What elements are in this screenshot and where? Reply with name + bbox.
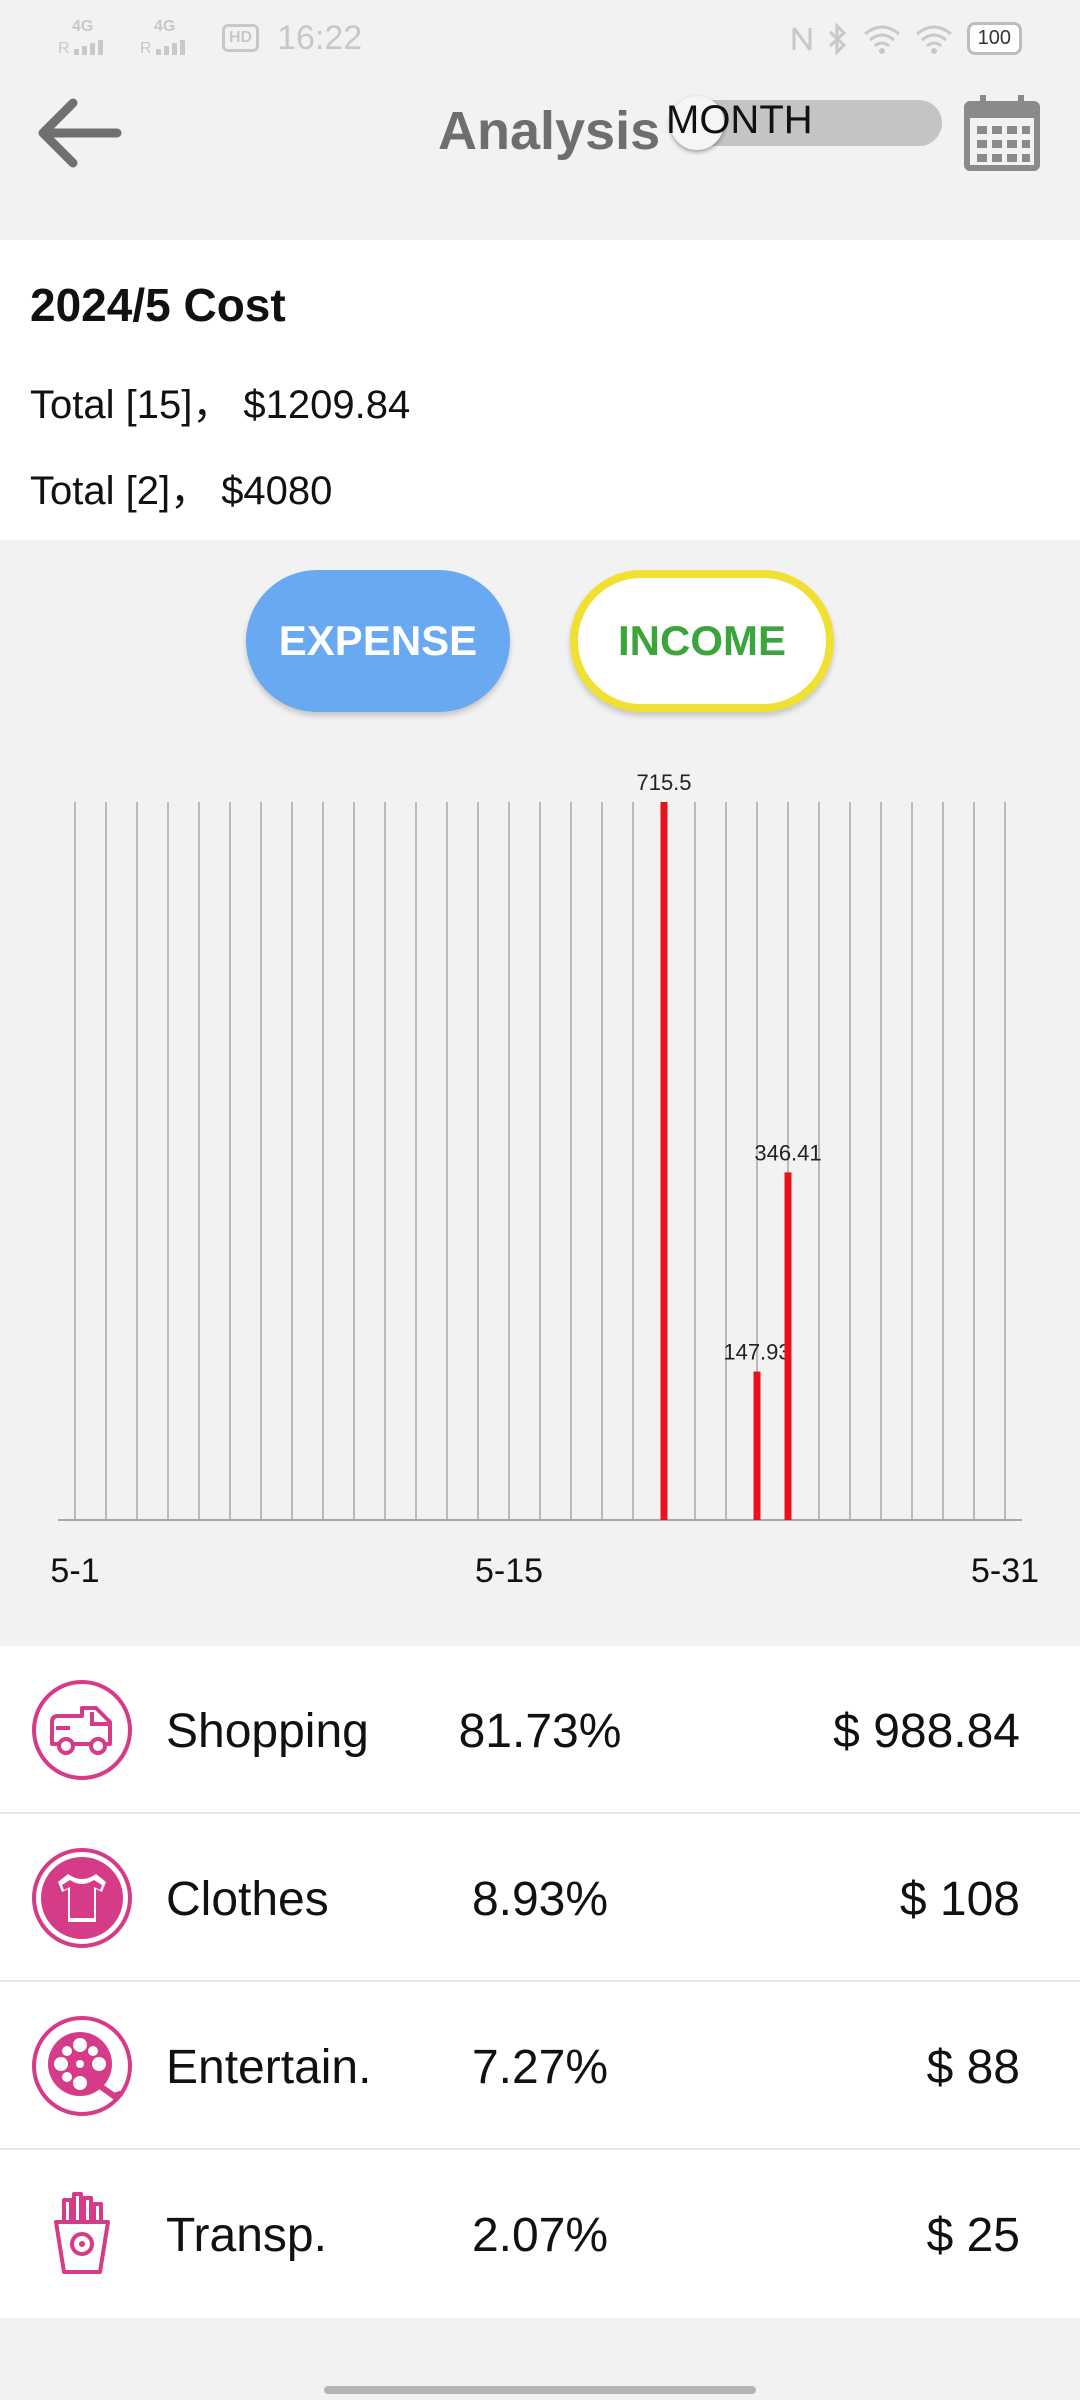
list-item[interactable]: Clothes 8.93% $ 108 (0, 1814, 1080, 1982)
expense-button[interactable]: EXPENSE (246, 570, 510, 712)
delivery-truck-icon (30, 1678, 134, 1782)
daily-bar-chart: 715.5 147.93 346.41 5-1 5-15 5-31 (0, 740, 1080, 1620)
category-name: Clothes (166, 1873, 329, 1926)
x-tick-label: 5-15 (474, 1552, 544, 1590)
page-title: Analysis (438, 101, 661, 161)
category-amount: $ 988.84 (833, 1705, 1020, 1758)
status-bar: 4G R 4G R HD 16:22 100 (0, 0, 1080, 80)
chart-bar (784, 1172, 792, 1520)
chart-bar (753, 1371, 761, 1520)
signal-icon-2: 4G R (140, 18, 210, 58)
category-amount: $ 88 (926, 2041, 1020, 2094)
list-item[interactable]: Entertain. 7.27% $ 88 (0, 1982, 1080, 2150)
category-percent: 2.07% (471, 2209, 609, 2262)
category-name: Transp. (166, 2209, 327, 2262)
list-item[interactable]: Shopping 81.73% $ 988.84 (0, 1646, 1080, 1814)
summary-panel: 2024/5 Cost Total [15]， $1209.84 Total [… (0, 240, 1080, 540)
category-percent: 81.73% (458, 1705, 622, 1758)
signal-icon: 4G R (58, 18, 128, 58)
income-button[interactable]: INCOME (570, 570, 834, 712)
x-tick-label: 5-31 (970, 1552, 1040, 1590)
bar-value-label: 147.93 (723, 1340, 790, 1365)
bar-value-label: 715.5 (636, 770, 691, 795)
status-time: 16:22 (277, 18, 363, 57)
income-total: Total [2]， $4080 (30, 469, 333, 513)
category-percent: 8.93% (471, 1873, 609, 1926)
expense-total: Total [15]， $1209.84 (30, 383, 411, 427)
category-percent: 7.27% (471, 2041, 609, 2094)
calendar-icon (964, 95, 1040, 171)
category-amount: $ 25 (926, 2209, 1020, 2262)
category-name: Entertain. (166, 2041, 372, 2094)
battery-indicator: 100 (966, 22, 1022, 55)
nfc-icon (792, 26, 812, 51)
film-reel-icon (30, 2014, 134, 2118)
summary-title: 2024/5 Cost (30, 279, 286, 331)
fries-icon (30, 2182, 134, 2286)
tshirt-icon (30, 1846, 134, 1950)
list-item[interactable]: Transp. 2.07% $ 25 (0, 2150, 1080, 2318)
bluetooth-icon (828, 22, 846, 55)
toggle-knob[interactable] (670, 96, 724, 150)
chart-bar (660, 802, 668, 1520)
bar-value-label: 346.41 (754, 1140, 821, 1165)
chart-svg: 715.5 147.93 346.41 (58, 770, 1022, 1521)
back-button[interactable] (30, 88, 126, 178)
hd-icon: HD (222, 24, 260, 52)
home-indicator[interactable] (324, 2386, 756, 2394)
x-tick-label: 5-1 (50, 1552, 100, 1590)
category-list: Shopping 81.73% $ 988.84 Clothes 8.93% $… (0, 1646, 1080, 2318)
month-toggle[interactable] (670, 96, 942, 150)
category-amount: $ 108 (899, 1873, 1020, 1926)
back-arrow-icon (38, 98, 122, 168)
category-name: Shopping (166, 1705, 369, 1758)
toggle-label: MONTH (666, 98, 813, 142)
wifi-icon-2 (915, 25, 952, 54)
calendar-button[interactable] (962, 92, 1042, 172)
wifi-icon (863, 25, 900, 54)
